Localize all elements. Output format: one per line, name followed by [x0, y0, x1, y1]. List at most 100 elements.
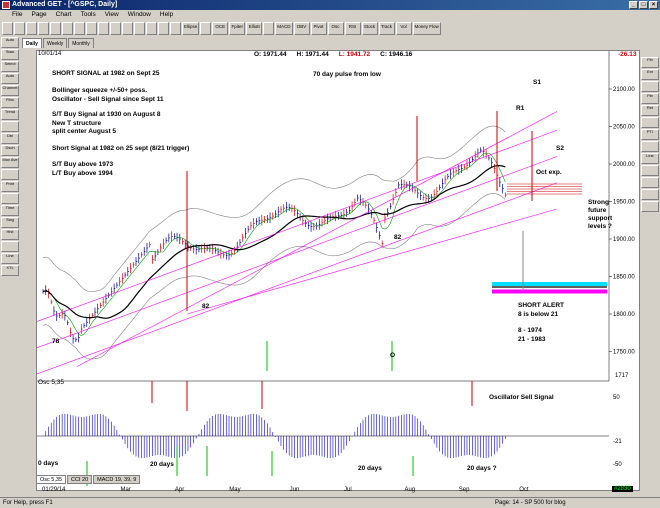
right-tool-1[interactable]: Ext	[641, 69, 659, 80]
right-tool-12[interactable]	[641, 201, 659, 212]
toolbar-button-14[interactable]	[170, 21, 181, 35]
left-tool-19[interactable]: XTL	[1, 265, 19, 276]
right-tool-0[interactable]: Fib	[641, 57, 659, 68]
left-tool-17[interactable]	[1, 241, 19, 252]
toolbar-button-4[interactable]	[50, 21, 61, 35]
left-tool-9[interactable]: Dsch	[1, 145, 19, 156]
right-tool-5[interactable]	[641, 117, 659, 128]
left-tool-5[interactable]: Fibo	[1, 97, 19, 108]
minimize-button[interactable]: _	[629, 1, 638, 9]
title-bar: Advanced GET - [^GSPC, Daily] _ □ ×	[0, 0, 660, 10]
left-tool-3[interactable]: Auto	[1, 73, 19, 84]
toolbar-button-28[interactable]: Vol	[395, 21, 412, 35]
menu-view[interactable]: View	[104, 11, 119, 18]
toolbar-button-3[interactable]	[38, 21, 49, 35]
month-label-0: 01/29/14	[42, 487, 66, 493]
right-tool-8[interactable]: Line	[641, 153, 659, 164]
left-tool-16[interactable]: Hist	[1, 229, 19, 240]
toolbar-button-8[interactable]	[98, 21, 109, 35]
right-tool-4[interactable]: Ret	[641, 105, 659, 116]
annotation-short-alert: SHORT ALERT	[518, 302, 564, 309]
toolbar-button-26[interactable]: Stock	[361, 21, 378, 35]
annotation-st-buy-1930: S/T Buy Signal at 1930 on August 8	[52, 111, 161, 118]
right-tool-10[interactable]	[641, 177, 659, 188]
left-tool-1[interactable]: Stan	[1, 49, 19, 60]
tab-osc[interactable]: Osc 5,35	[36, 475, 67, 484]
close-button[interactable]: ×	[649, 1, 658, 9]
tab-macd[interactable]: MACD 19, 39, 9	[93, 475, 141, 484]
channel-line-2	[36, 129, 558, 322]
chart-area[interactable]: 2100.00 2050.00 2000.00 1950.00 1900.00 1850.…	[36, 50, 640, 491]
left-tool-7[interactable]	[1, 121, 19, 132]
annotation-bollinger: Bollinger squeeze +/-50+ poss.	[52, 87, 148, 94]
toolbar-button-24[interactable]: Osc	[327, 21, 344, 35]
toolbar-button-23[interactable]: Pivot	[310, 21, 327, 35]
menu-page[interactable]: Page	[31, 11, 47, 18]
left-tool-4[interactable]: Channel	[1, 85, 19, 96]
right-tool-11[interactable]	[641, 189, 659, 200]
toolbar-button-1[interactable]	[14, 21, 25, 35]
toolbar-button-7[interactable]	[86, 21, 97, 35]
menu-file[interactable]: File	[12, 11, 23, 18]
annotation-s1: S1	[533, 79, 541, 86]
month-label-5: Jul	[344, 487, 352, 493]
left-tool-18[interactable]: Line	[1, 253, 19, 264]
osc-label: Osc 5,35	[38, 379, 65, 386]
annotation-osc-sell: Oscillator Sell Signal	[489, 394, 554, 401]
left-tool-6[interactable]: Trend	[1, 109, 19, 120]
toolbar-button-6[interactable]	[74, 21, 85, 35]
toolbar-button-21[interactable]: MACD	[275, 21, 293, 35]
toolbar-button-18[interactable]: Fpiter	[229, 21, 246, 35]
right-tool-7[interactable]	[641, 141, 659, 152]
price-tick-label-5: 1850.00	[613, 275, 635, 281]
left-tool-13[interactable]	[1, 193, 19, 204]
tab-cci[interactable]: CCI 20	[67, 475, 93, 484]
toolbar-button-19[interactable]: Elliott	[246, 21, 263, 35]
left-tool-10[interactable]: Mov Ave	[1, 157, 19, 168]
toolbar-button-27[interactable]: Track	[378, 21, 395, 35]
price-tick-label-6: 1800.00	[613, 312, 635, 318]
toolbar-button-10[interactable]	[122, 21, 133, 35]
menu-tools[interactable]: Tools	[80, 11, 96, 18]
tab-weekly[interactable]: Weekly	[42, 38, 68, 48]
left-tool-2[interactable]: Select	[1, 61, 19, 72]
toolbar-button-13[interactable]	[158, 21, 169, 35]
price-tick-label-1: 2050.00	[613, 125, 635, 131]
toolbar-button-20[interactable]	[263, 21, 275, 35]
annotation-oct-exp: Oct exp.	[536, 169, 562, 176]
toolbar-button-2[interactable]	[26, 21, 37, 35]
right-tool-6[interactable]: PTI	[641, 129, 659, 140]
left-tool-14[interactable]: Time	[1, 205, 19, 216]
maximize-button[interactable]: □	[639, 1, 648, 9]
toolbar-button-12[interactable]	[146, 21, 157, 35]
annotation-days-20c: 20 days ?	[467, 465, 497, 472]
right-tool-2[interactable]	[641, 81, 659, 92]
left-tool-8[interactable]: Dbl	[1, 133, 19, 144]
toolbar-button-17[interactable]: OCE	[212, 21, 229, 35]
toolbar-button-25[interactable]: RSI	[344, 21, 361, 35]
right-tool-9[interactable]	[641, 165, 659, 176]
tab-monthly[interactable]: Monthly	[68, 38, 94, 48]
month-label-1: Mar	[120, 487, 131, 493]
left-tool-15[interactable]: Swg	[1, 217, 19, 228]
left-tool-0[interactable]: Auto	[1, 37, 19, 48]
menu-window[interactable]: Window	[127, 11, 151, 18]
toolbar-button-11[interactable]	[134, 21, 145, 35]
left-tool-11[interactable]	[1, 169, 19, 180]
left-tool-12[interactable]: Print	[1, 181, 19, 192]
toolbar-button-0[interactable]	[2, 21, 13, 35]
toolbar-button-16[interactable]	[200, 21, 212, 35]
month-label-2: Apr	[174, 487, 185, 493]
toolbar-button-22[interactable]: OBV	[293, 21, 310, 35]
toolbar-button-29[interactable]: Money Flow	[412, 21, 441, 35]
toolbar-button-15[interactable]: Ellipse	[182, 21, 200, 35]
toolbar-button-9[interactable]	[110, 21, 121, 35]
tab-daily[interactable]: Daily	[22, 38, 42, 48]
price-chart-svg[interactable]: 2100.00 2050.00 2000.00 1950.00 1900.00 1850.…	[36, 51, 641, 492]
menu-help[interactable]: Help	[159, 11, 174, 18]
menu-chart[interactable]: Chart	[55, 11, 72, 18]
toolbar-button-5[interactable]	[62, 21, 73, 35]
right-tool-3[interactable]: Fib	[641, 93, 659, 104]
left-toolbox: Auto Stan Select Auto Channel Fibo Trend Dbl Dsc…	[0, 36, 20, 491]
timeframe-tabs: Daily Weekly Monthly	[22, 38, 94, 48]
